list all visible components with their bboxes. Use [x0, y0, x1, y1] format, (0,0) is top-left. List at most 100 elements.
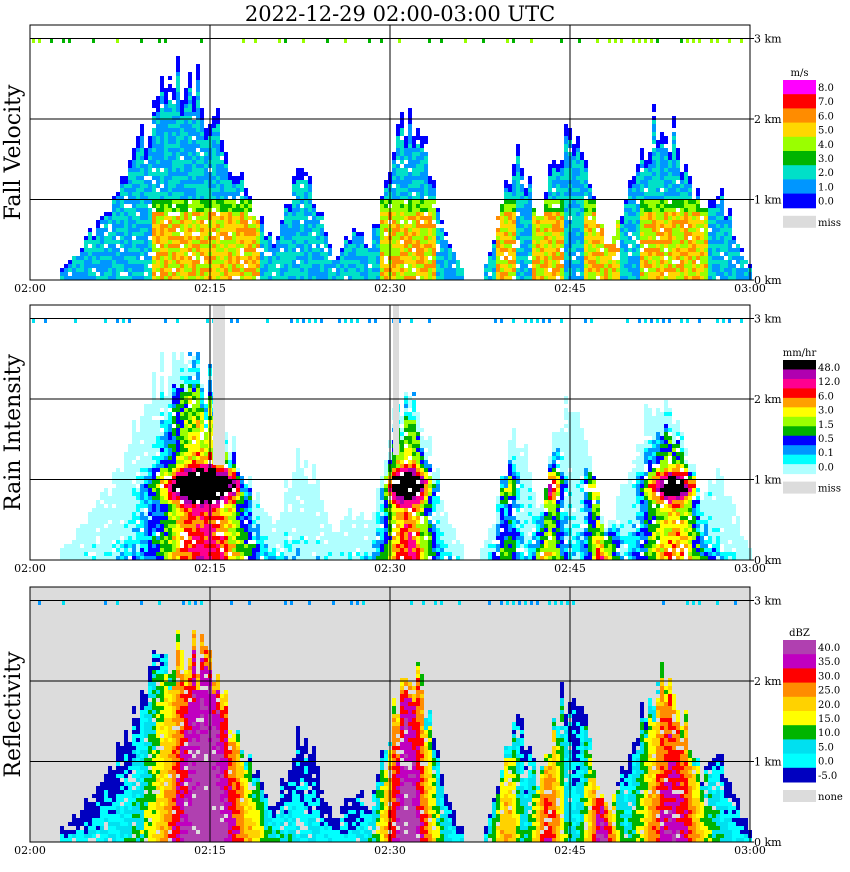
data-cell [488, 260, 492, 264]
data-cell [212, 256, 216, 260]
data-cell [132, 228, 136, 232]
data-cell [260, 220, 264, 224]
data-cell [428, 252, 432, 256]
data-cell [180, 152, 184, 156]
data-cell [148, 552, 152, 556]
data-cell [172, 232, 176, 236]
data-cell [528, 228, 532, 232]
data-cell [184, 220, 188, 224]
data-cell [176, 164, 180, 168]
data-cell [200, 248, 204, 252]
data-cell [412, 208, 416, 212]
data-cell [660, 216, 664, 220]
data-cell [172, 188, 176, 192]
data-cell [348, 240, 352, 244]
data-cell [184, 412, 188, 416]
data-cell [212, 272, 216, 276]
data-cell [156, 552, 160, 556]
data-cell [196, 424, 200, 428]
data-cell [204, 424, 208, 428]
data-cell [164, 144, 168, 148]
data-cell [144, 164, 148, 168]
data-cell [728, 216, 732, 220]
data-cell [364, 276, 368, 280]
data-cell [168, 548, 172, 552]
data-cell [692, 272, 696, 276]
data-cell [116, 548, 120, 552]
data-cell [100, 520, 104, 524]
data-cell [532, 248, 536, 252]
data-cell [280, 268, 284, 272]
data-cell [396, 272, 400, 276]
data-cell [572, 216, 576, 220]
data-cell [200, 428, 204, 432]
data-cell [196, 144, 200, 148]
data-cell [640, 224, 644, 228]
data-cell [648, 160, 652, 164]
data-cell [188, 192, 192, 196]
data-cell [160, 424, 164, 428]
data-cell [112, 232, 116, 236]
data-cell [708, 244, 712, 248]
data-cell [708, 260, 712, 264]
data-cell [592, 212, 596, 216]
data-cell [564, 164, 568, 168]
data-cell [96, 244, 100, 248]
data-cell [272, 244, 276, 248]
data-cell [148, 160, 152, 164]
data-cell [432, 240, 436, 244]
data-cell [692, 248, 696, 252]
data-cell [316, 260, 320, 264]
data-cell [196, 408, 200, 412]
data-cell [124, 252, 128, 256]
data-cell [640, 184, 644, 188]
data-cell [60, 276, 64, 280]
data-cell [160, 244, 164, 248]
data-cell [264, 248, 268, 252]
data-cell [236, 204, 240, 208]
data-cell [440, 240, 444, 244]
data-cell [668, 156, 672, 160]
data-cell [428, 244, 432, 248]
data-cell [180, 528, 184, 532]
data-cell [220, 168, 224, 172]
data-cell [380, 264, 384, 268]
data-cell [188, 440, 192, 444]
data-cell [232, 260, 236, 264]
data-cell [664, 244, 668, 248]
data-cell [204, 448, 208, 452]
data-cell [180, 124, 184, 128]
data-cell [156, 140, 160, 144]
data-cell [504, 232, 508, 236]
data-cell [176, 96, 180, 100]
data-cell [192, 408, 196, 412]
data-cell [176, 504, 180, 508]
data-cell [176, 456, 180, 460]
data-cell [160, 132, 164, 136]
data-cell [212, 212, 216, 216]
data-cell [200, 400, 204, 404]
data-cell [156, 500, 160, 504]
data-cell [600, 256, 604, 260]
data-cell [180, 160, 184, 164]
data-cell [596, 264, 600, 268]
data-cell [160, 460, 164, 464]
data-cell [136, 544, 140, 548]
data-cell [192, 432, 196, 436]
data-cell [180, 388, 184, 392]
data-cell [576, 260, 580, 264]
data-cell [116, 532, 120, 536]
data-cell [572, 172, 576, 176]
data-cell [292, 220, 296, 224]
data-cell [156, 208, 160, 212]
data-cell [652, 104, 656, 108]
data-cell [432, 200, 436, 204]
data-cell [160, 352, 164, 356]
data-cell [392, 208, 396, 212]
data-cell [196, 352, 200, 356]
data-cell [128, 260, 132, 264]
data-cell [144, 188, 148, 192]
data-cell [704, 244, 708, 248]
data-cell [216, 204, 220, 208]
data-cell [348, 268, 352, 272]
